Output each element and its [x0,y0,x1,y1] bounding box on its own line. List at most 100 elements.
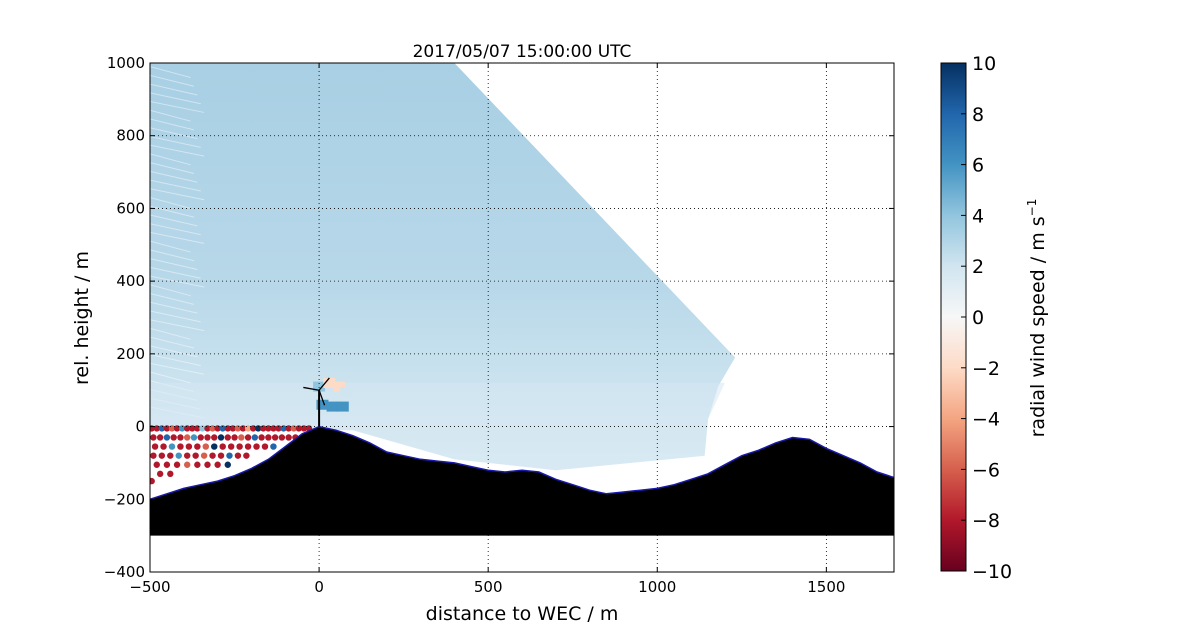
scan-beam-streak [150,354,201,366]
scan-beam-streak [150,371,191,384]
terrain-fill [150,426,894,536]
noise-point [150,477,155,485]
scan-beam-streak [150,197,191,209]
colorbar-tick-label: 6 [972,155,984,177]
chart-title: 2017/05/07 15:00:00 UTC [413,42,632,62]
scan-beam-streak [150,362,205,375]
noise-point [224,434,231,441]
noise-point [231,434,238,441]
noise-point [184,434,191,441]
noise-point [184,461,191,468]
colorbar-tick-label: 0 [972,307,984,329]
noise-point [275,425,282,432]
noise-point [178,425,186,432]
colorbar-tick-label: −4 [972,409,1000,431]
noise-point [265,434,272,441]
y-tick-label: −200 [104,490,145,508]
noise-point [204,425,211,432]
noise-point [153,461,160,468]
noise-point [211,434,218,441]
scan-beam-streak [150,144,205,157]
noise-point [150,452,157,459]
noise-point [177,443,184,450]
scan-beam-streak [150,266,201,279]
colorbar-tick-label: −6 [972,459,1000,481]
scan-beam-streak [150,275,205,288]
scan-beam-streak [150,301,198,314]
scan-beam-streak [150,345,198,358]
y-axis-label: rel. height / m [71,251,93,385]
scan-beam-streak [150,327,191,340]
scan-beam-streak [150,249,195,262]
y-tick-label: 400 [116,272,145,290]
x-tick-label: −500 [129,578,170,596]
noise-point [243,452,250,459]
noise-point [151,443,159,450]
noise-point [156,470,164,478]
scan-low-band [150,382,725,471]
colorbar-tick-label: −10 [972,561,1012,583]
scan-beam-streak [150,83,198,96]
noise-point [270,425,277,432]
noise-point [226,452,233,459]
noise-point [219,443,226,450]
scan-beam-streak [150,109,191,122]
noise-point [209,452,216,459]
colorbar-tick-label: −8 [972,510,1000,532]
noise-point [285,434,292,441]
noise-point [175,452,182,459]
colorbar-tick-label: 8 [972,104,984,126]
turbine-blade [318,377,330,391]
y-axis: −400 −200 0 200 400 600 800 1000 [104,54,894,581]
noise-point [260,425,267,432]
scan-beam-streak [150,214,198,227]
colorbar-tick-label: 10 [972,53,996,75]
y-tick-label: 200 [116,345,145,363]
wake-cell [336,401,349,412]
plot-area [150,63,894,572]
noise-point [204,434,211,441]
noise-point [194,443,201,450]
noise-point [177,434,184,441]
noise-point [271,434,279,441]
noise-point [168,443,176,450]
noise-point [190,434,198,441]
noise-point [160,443,167,450]
colorbar-tick-label: 4 [972,205,984,227]
y-tick-label: 0 [135,418,145,436]
turbine-blade [303,386,320,391]
noise-point [253,443,260,450]
noise-point [156,434,164,441]
scan-beam-streak [150,319,205,332]
noise-point [227,443,235,450]
colorbar-ticks: 10 8 6 4 2 0 −2 −4 −6 −8 −10 [961,53,1012,583]
noise-point [200,452,208,459]
scan-beam-streak [150,231,205,244]
noise-point [173,461,181,468]
noise-point [167,452,174,459]
scan-beam-streak [150,223,201,236]
noise-point [163,434,171,441]
noise-point [238,434,245,441]
noise-point [295,425,302,432]
noise-point [244,434,252,441]
scan-beam-streak [150,101,205,113]
noise-point [158,425,166,432]
colorbar-tick-label: 2 [972,256,984,278]
y-tick-label: −400 [104,563,145,581]
wind-turbine-icon [303,377,330,427]
scan-beam-streak [150,188,205,201]
noise-point [194,461,201,468]
noise-point [167,470,174,478]
noise-point [219,425,226,432]
noise-point [150,434,157,441]
wake-cell [313,381,326,392]
noise-point [224,461,231,468]
scan-beam-streak [150,310,201,323]
noise-point [217,434,225,441]
noise-point [202,443,209,450]
scan-beam-streak [150,66,191,79]
terrain-edge [150,425,894,501]
noise-point [251,434,259,441]
scan-beam-streak [150,74,195,87]
